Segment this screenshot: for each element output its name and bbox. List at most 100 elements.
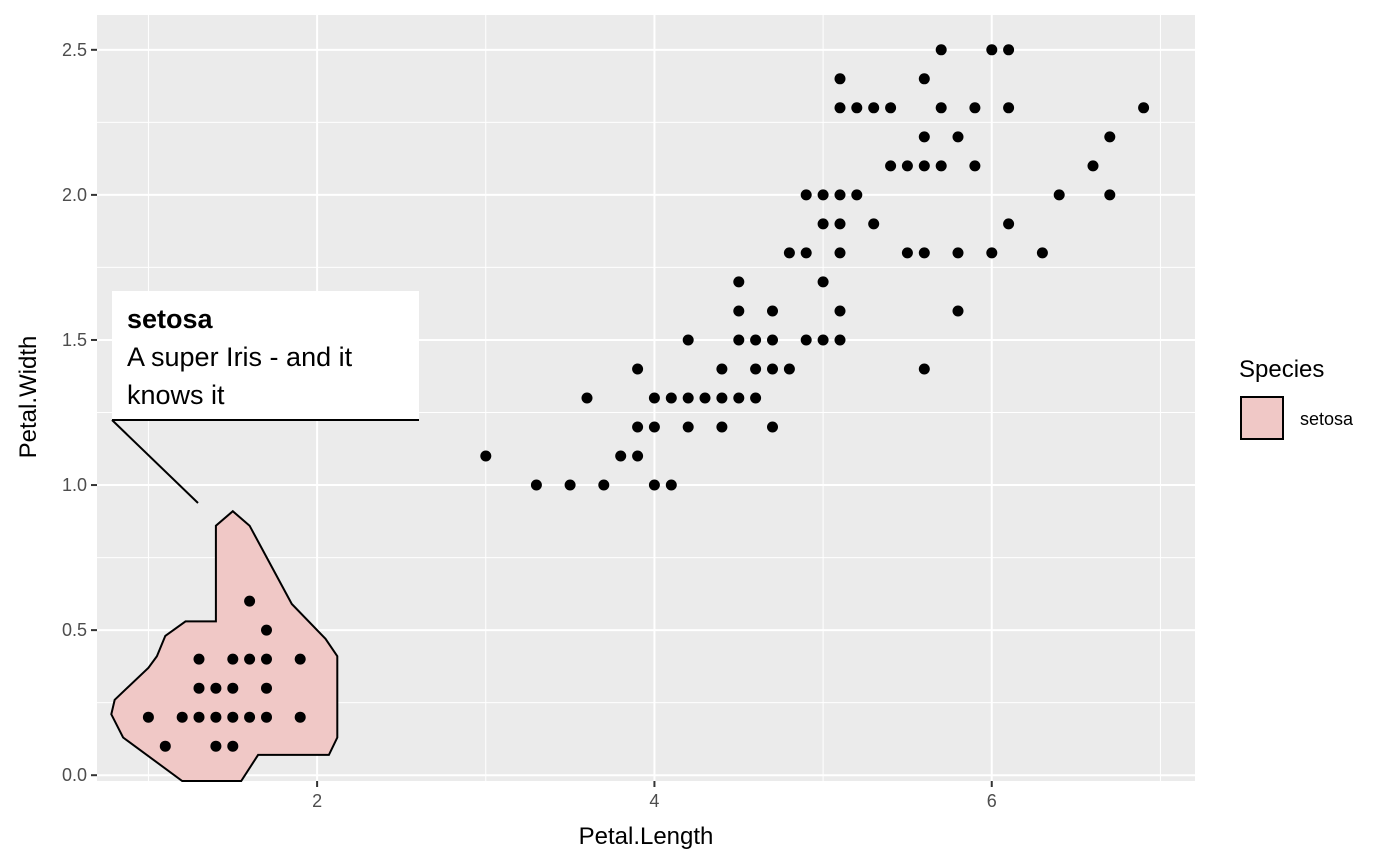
data-point bbox=[193, 653, 205, 665]
legend-label-setosa: setosa bbox=[1300, 409, 1354, 429]
data-point bbox=[682, 392, 694, 404]
y-tick-label: 0.0 bbox=[62, 765, 87, 785]
callout-box bbox=[112, 291, 419, 420]
y-axis-title: Petal.Width bbox=[15, 336, 42, 459]
data-point bbox=[1003, 218, 1015, 230]
callout-line-1: A super Iris - and it bbox=[127, 342, 353, 372]
legend-title: Species bbox=[1239, 356, 1324, 383]
x-axis-ticks: 2 4 6 bbox=[312, 781, 997, 811]
data-point bbox=[632, 450, 644, 462]
data-point bbox=[750, 334, 762, 346]
data-point bbox=[868, 102, 880, 114]
minor-gridlines bbox=[97, 15, 1195, 781]
data-point bbox=[885, 102, 897, 114]
data-point bbox=[918, 73, 930, 85]
data-point bbox=[767, 305, 778, 317]
setosa-hull bbox=[110, 509, 339, 782]
callout-connector bbox=[111, 419, 199, 504]
data-point bbox=[767, 421, 778, 433]
data-point bbox=[952, 247, 964, 259]
data-point bbox=[800, 334, 812, 346]
legend: Species setosa bbox=[1239, 356, 1354, 440]
data-point bbox=[682, 334, 694, 346]
data-point bbox=[834, 189, 846, 201]
data-point bbox=[918, 247, 930, 259]
x-tick-label: 6 bbox=[987, 791, 997, 811]
data-point bbox=[901, 247, 913, 259]
data-point bbox=[615, 450, 627, 462]
data-point bbox=[901, 160, 913, 172]
data-point bbox=[716, 421, 728, 433]
data-point bbox=[294, 711, 306, 723]
data-point bbox=[750, 392, 762, 404]
data-point bbox=[817, 218, 829, 230]
data-point bbox=[1104, 131, 1116, 143]
data-point bbox=[598, 479, 610, 491]
data-point bbox=[210, 682, 222, 694]
data-point bbox=[800, 247, 812, 259]
data-point bbox=[834, 102, 846, 114]
data-point bbox=[783, 363, 795, 375]
data-point bbox=[986, 247, 998, 259]
y-tick-label: 2.0 bbox=[62, 185, 87, 205]
data-point bbox=[244, 711, 256, 723]
data-point bbox=[632, 363, 644, 375]
data-point bbox=[648, 479, 660, 491]
y-tick-label: 0.5 bbox=[62, 620, 87, 640]
data-point bbox=[1003, 44, 1015, 56]
data-point bbox=[227, 740, 239, 752]
data-point bbox=[935, 160, 947, 172]
data-point bbox=[952, 305, 964, 317]
data-point bbox=[817, 276, 829, 288]
data-point bbox=[986, 44, 998, 56]
data-point bbox=[834, 218, 846, 230]
data-point bbox=[227, 711, 239, 723]
data-point bbox=[918, 363, 930, 375]
data-point bbox=[648, 421, 660, 433]
y-tick-label: 2.5 bbox=[62, 40, 87, 60]
data-point bbox=[817, 334, 829, 346]
data-point bbox=[834, 73, 846, 85]
data-point bbox=[176, 711, 188, 723]
data-points bbox=[142, 44, 1150, 752]
data-point bbox=[1104, 189, 1116, 201]
data-point bbox=[632, 421, 644, 433]
x-tick-label: 2 bbox=[312, 791, 322, 811]
data-point bbox=[480, 450, 492, 462]
data-point bbox=[193, 682, 205, 694]
data-point bbox=[210, 740, 222, 752]
data-point bbox=[733, 305, 745, 317]
data-point bbox=[665, 392, 677, 404]
data-point bbox=[261, 653, 272, 665]
data-point bbox=[783, 247, 795, 259]
data-point bbox=[682, 421, 694, 433]
data-point bbox=[261, 624, 272, 636]
data-point bbox=[564, 479, 576, 491]
data-point bbox=[885, 160, 897, 172]
x-axis-title: Petal.Length bbox=[579, 823, 714, 850]
data-point bbox=[159, 740, 171, 752]
data-point bbox=[193, 711, 205, 723]
data-point bbox=[227, 653, 239, 665]
data-point bbox=[834, 305, 846, 317]
data-point bbox=[750, 363, 762, 375]
data-point bbox=[261, 711, 272, 723]
data-point bbox=[1003, 102, 1015, 114]
data-point bbox=[716, 363, 728, 375]
data-point bbox=[952, 131, 964, 143]
data-point bbox=[665, 479, 677, 491]
data-point bbox=[1036, 247, 1048, 259]
data-point bbox=[1087, 160, 1099, 172]
data-point bbox=[294, 653, 306, 665]
data-point bbox=[716, 392, 728, 404]
data-point bbox=[817, 189, 829, 201]
data-point bbox=[227, 682, 239, 694]
data-point bbox=[648, 392, 660, 404]
y-tick-label: 1.5 bbox=[62, 330, 87, 350]
data-point bbox=[733, 276, 745, 288]
data-point bbox=[261, 682, 272, 694]
data-point bbox=[918, 131, 930, 143]
data-point bbox=[733, 334, 745, 346]
y-tick-label: 1.0 bbox=[62, 475, 87, 495]
callout-title: setosa bbox=[127, 304, 214, 334]
